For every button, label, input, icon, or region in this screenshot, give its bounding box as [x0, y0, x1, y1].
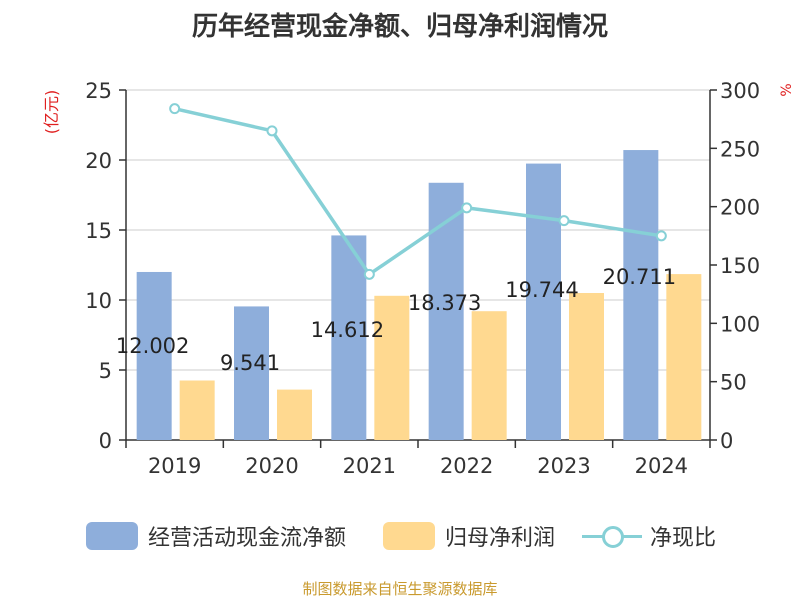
right-tick-label: 0 [720, 429, 733, 453]
ratio-point [363, 268, 375, 280]
bar-cashflow [331, 235, 367, 440]
left-tick-label: 20 [85, 149, 112, 173]
x-tick-label: 2022 [440, 454, 493, 478]
legend: 经营活动现金流净额 归母净利润 净现比 [0, 518, 800, 554]
legend-swatch-netprofit [383, 522, 435, 550]
x-tick-label: 2021 [343, 454, 396, 478]
left-tick-label: 0 [99, 429, 112, 453]
bar-netprofit [569, 293, 604, 440]
right-tick-label: 300 [720, 79, 760, 103]
bar-netprofit [471, 311, 507, 440]
left-tick-label: 5 [99, 359, 112, 383]
left-tick-label: 10 [85, 289, 112, 313]
right-tick-label: 100 [720, 312, 760, 336]
x-tick-label: 2020 [245, 454, 298, 478]
x-tick-label: 2024 [635, 454, 688, 478]
legend-item-ratio[interactable]: 净现比 [582, 518, 716, 554]
x-tick-label: 2023 [537, 454, 590, 478]
right-tick-label: 150 [720, 254, 760, 278]
ratio-point [558, 215, 570, 227]
data-label-cashflow: 14.612 [311, 318, 384, 342]
source-note: 制图数据来自恒生聚源数据库 [302, 580, 498, 598]
chart-title: 历年经营现金净额、归母净利润情况 [191, 12, 608, 42]
ratio-line [174, 106, 662, 277]
ratio-point [266, 125, 278, 137]
right-tick-label: 50 [720, 371, 747, 395]
bar-cashflow [234, 306, 269, 440]
legend-label-netprofit: 归母净利润 [445, 526, 556, 551]
legend-item-netprofit[interactable]: 归母净利润 [383, 518, 555, 554]
data-label-cashflow: 19.744 [505, 278, 578, 302]
legend-item-cashflow[interactable]: 经营活动现金流净额 [86, 518, 346, 554]
legend-swatch-cashflow [86, 522, 138, 550]
data-label-cashflow: 9.541 [220, 351, 280, 375]
bar-netprofit [666, 274, 702, 440]
data-label-cashflow: 20.711 [603, 265, 676, 289]
ratio-point [169, 103, 181, 115]
ratio-point [655, 230, 667, 242]
bar-cashflow [136, 271, 172, 440]
bar-cashflow [428, 182, 464, 440]
legend-label-cashflow: 经营活动现金流净额 [148, 526, 347, 551]
data-label-cashflow: 12.002 [116, 334, 189, 358]
left-tick-label: 15 [85, 219, 112, 243]
bar-netprofit [277, 389, 312, 440]
ratio-point [461, 202, 473, 214]
right-tick-label: 250 [720, 137, 760, 161]
legend-label-ratio: 净现比 [650, 526, 717, 551]
bar-cashflow [526, 163, 561, 441]
right-tick-label: 200 [720, 196, 760, 220]
data-label-cashflow: 18.373 [408, 291, 481, 315]
legend-swatch-ratio [582, 522, 642, 550]
bar-netprofit [374, 295, 410, 440]
x-tick-label: 2019 [148, 454, 201, 478]
bar-netprofit [179, 380, 215, 440]
bar-cashflow [623, 150, 659, 440]
left-tick-label: 25 [85, 79, 112, 103]
